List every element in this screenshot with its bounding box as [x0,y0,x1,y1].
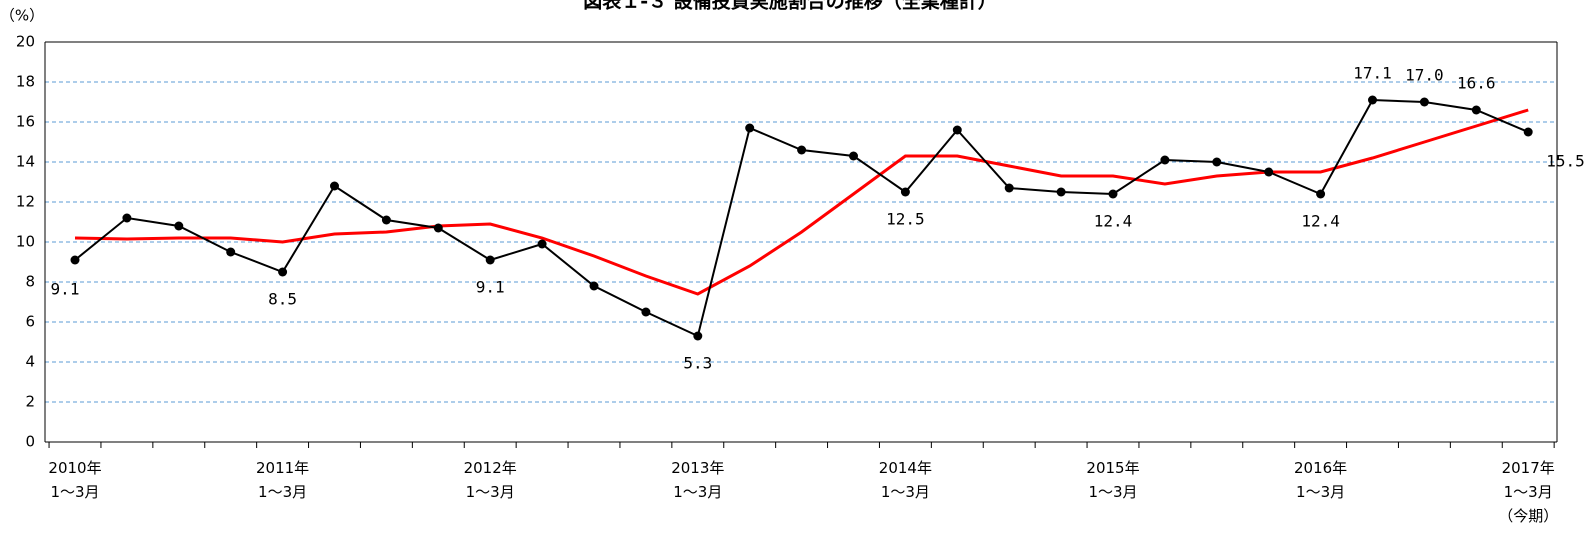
x-tick-label-line: （今期） [1498,507,1558,525]
x-tick-label-line: 2015年 [1086,459,1139,477]
marker [1316,189,1326,199]
marker [278,267,288,277]
y-tick-label: 16 [16,113,35,131]
y-tick-label: 6 [25,313,35,331]
marker [1523,127,1533,137]
marker [330,181,339,191]
y-tick-label: 18 [16,73,35,91]
value-label: 12.4 [1301,212,1340,231]
y-tick-label: 10 [16,233,35,251]
x-tick-label-line: 1～3月 [258,483,307,501]
value-label: 5.3 [683,354,712,373]
x-tick-label: 2014年 1～3月 [879,459,932,501]
x-tick-label-line: 2014年 [879,459,932,477]
chart-title: 図表１-３ 設備投資実施割合の推移（全業種計） [583,0,997,13]
y-tick-label: 2 [25,393,35,411]
x-tick-label-line: 2010年 [48,459,101,477]
x-tick-label: 2013年 1～3月 [671,459,724,501]
x-tick-label: 2010年 1～3月 [48,459,101,501]
marker [641,307,651,317]
x-tick-label: 2012年 1～3月 [464,459,517,501]
x-tick-label-line: 1～3月 [1296,483,1345,501]
x-tick-label-line: 1～3月 [881,483,930,501]
trend-line [74,108,1529,296]
x-tick-label-line: 1～3月 [1088,483,1137,501]
marker [745,123,755,133]
x-tick-label: 2017年 1～3月 （今期） [1498,459,1558,525]
value-label: 16.6 [1457,74,1496,93]
y-tick-label: 14 [16,153,35,171]
marker [797,145,807,155]
marker [1056,187,1066,197]
x-tick-label-line: 1～3月 [1504,483,1553,501]
marker [537,239,547,249]
marker [952,125,962,135]
x-tick-label-line: 1～3月 [673,483,722,501]
x-tick-label-line: 1～3月 [50,483,99,501]
value-label: 12.4 [1094,212,1133,231]
marker [1212,157,1222,167]
marker [226,247,236,257]
marker [900,187,910,197]
marker [1004,183,1014,193]
value-label: 17.0 [1405,66,1444,85]
x-tick-label-line: 2012年 [464,459,517,477]
marker [174,221,184,231]
value-label: 17.1 [1353,64,1392,83]
y-unit: （%） [0,7,44,25]
x-tick-label-line: 2017年 [1502,459,1555,477]
marker [1368,95,1377,105]
value-label: 8.5 [268,290,297,309]
marker [1419,97,1429,107]
x-tick-label-line: 2016年 [1294,459,1347,477]
y-tick-label: 8 [25,273,35,291]
marker [485,255,495,265]
marker [122,213,132,223]
value-label: 9.1 [51,280,80,299]
y-tick-label: 4 [25,353,35,371]
marker [1264,167,1274,177]
value-label: 15.5 [1546,152,1585,171]
marker [70,255,80,265]
marker [1471,105,1481,115]
x-tick-label-line: 1～3月 [466,483,515,501]
y-tick-label: 0 [25,433,35,451]
x-tick-label: 2015年 1～3月 [1086,459,1139,501]
x-tick-label-line: 2011年 [256,459,309,477]
y-tick-label: 12 [16,193,35,211]
value-label: 12.5 [886,210,925,229]
x-tick-label: 2016年 1～3月 [1294,459,1347,501]
marker [1160,155,1170,165]
value-label: 9.1 [476,278,505,297]
marker [381,215,391,225]
marker [849,151,858,161]
x-tick-label-line: 2013年 [671,459,724,477]
marker [589,281,599,291]
y-tick-label: 20 [16,33,35,51]
x-tick-label: 2011年 1～3月 [256,459,309,501]
marker [433,223,443,233]
marker [1108,189,1118,199]
marker [693,331,703,341]
